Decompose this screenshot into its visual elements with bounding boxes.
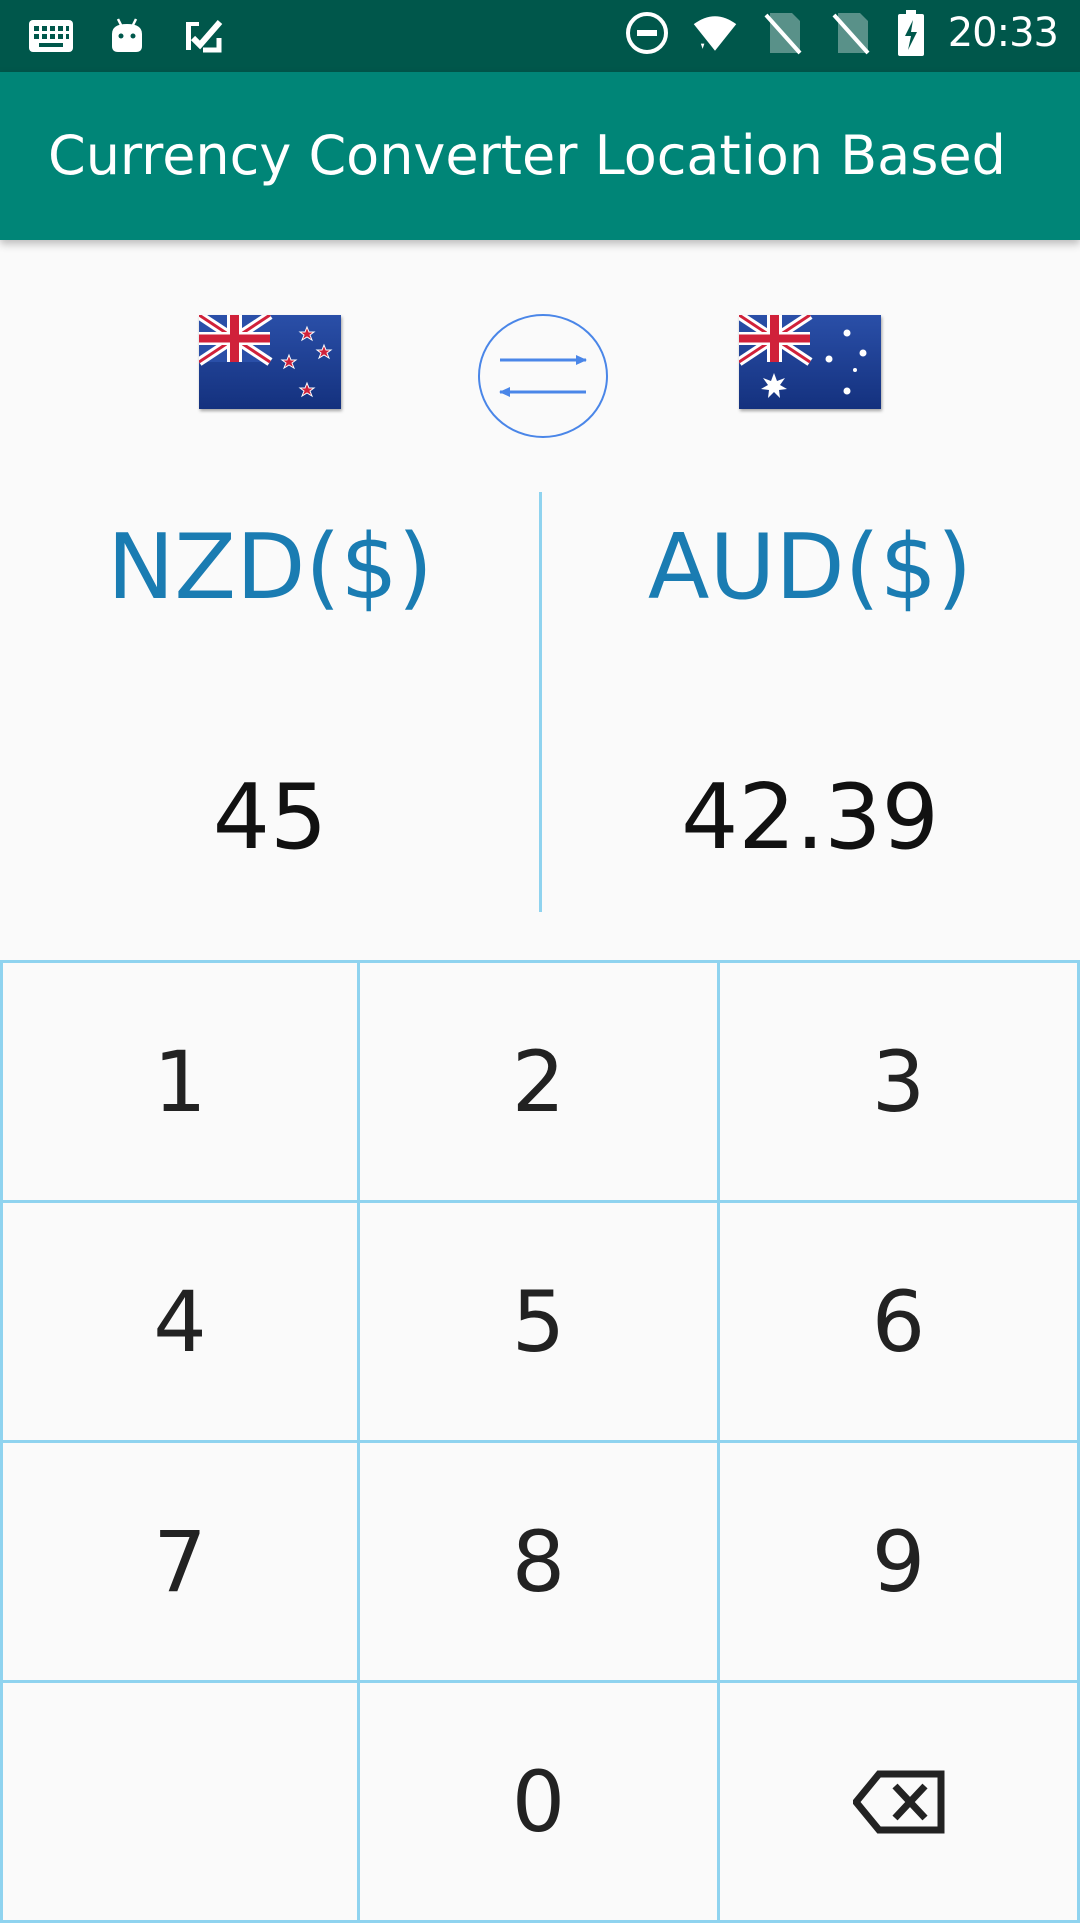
- key-2[interactable]: 2: [360, 963, 720, 1203]
- to-amount: 42.39: [681, 765, 939, 870]
- vertical-divider: [539, 492, 542, 912]
- australia-flag-icon[interactable]: [736, 311, 881, 409]
- from-amount: 45: [212, 765, 328, 870]
- from-currency-label[interactable]: NZD($): [107, 515, 433, 620]
- backspace-button[interactable]: [720, 1683, 1080, 1923]
- status-bar: 20:33: [0, 0, 1080, 72]
- no-sim-icon: [760, 11, 806, 55]
- wifi-icon: [692, 11, 738, 55]
- numeric-keypad: 1 2 3 4 5 6 7 8 9 0: [0, 960, 1080, 1923]
- no-sim-icon: [828, 11, 874, 55]
- key-5[interactable]: 5: [360, 1203, 720, 1443]
- backspace-icon: [852, 1770, 944, 1833]
- key-8[interactable]: 8: [360, 1443, 720, 1683]
- to-currency-label[interactable]: AUD($): [647, 515, 973, 620]
- status-right-icons: 20:33: [624, 10, 1059, 56]
- key-7[interactable]: 7: [0, 1443, 360, 1683]
- key-9[interactable]: 9: [720, 1443, 1080, 1683]
- key-4[interactable]: 4: [0, 1203, 360, 1443]
- android-icon: [104, 14, 150, 58]
- swap-arrows-icon: [499, 355, 587, 397]
- status-left-icons: [28, 14, 226, 58]
- status-time: 20:33: [947, 10, 1059, 56]
- do-not-disturb-icon: [624, 11, 670, 55]
- app-bar: Currency Converter Location Based: [0, 72, 1080, 240]
- new-zealand-flag-icon[interactable]: [196, 311, 341, 409]
- keyboard-icon: [28, 14, 74, 58]
- key-1[interactable]: 1: [0, 963, 360, 1203]
- key-empty: [0, 1683, 360, 1923]
- battery-charging-icon: [896, 10, 926, 56]
- task-check-icon: [180, 14, 226, 58]
- page-title: Currency Converter Location Based: [48, 124, 1006, 187]
- key-3[interactable]: 3: [720, 963, 1080, 1203]
- key-6[interactable]: 6: [720, 1203, 1080, 1443]
- key-0[interactable]: 0: [360, 1683, 720, 1923]
- swap-currency-button[interactable]: [478, 314, 608, 438]
